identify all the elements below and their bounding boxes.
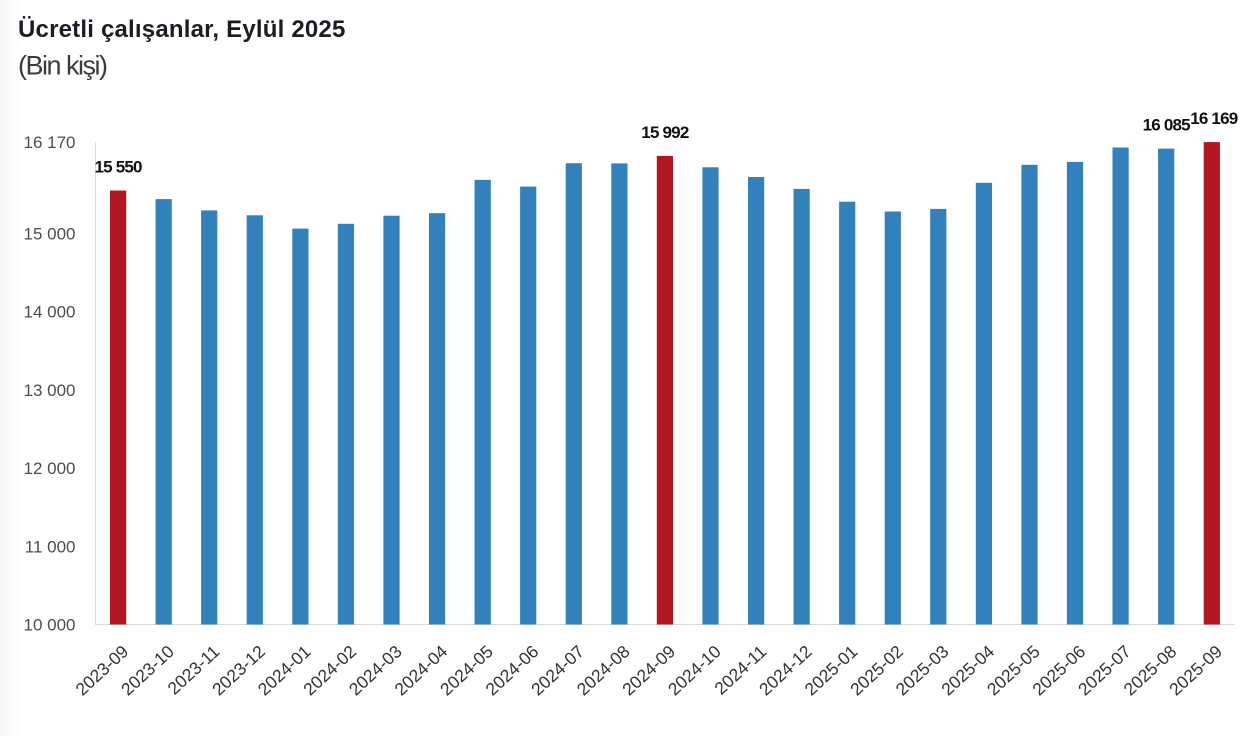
svg-text:Ücretli çalışanlar, Eylül 2025: Ücretli çalışanlar, Eylül 2025 <box>18 16 346 43</box>
svg-text:16 169: 16 169 <box>1190 109 1238 128</box>
svg-text:14 000: 14 000 <box>24 303 76 322</box>
svg-text:15 000: 15 000 <box>24 225 76 244</box>
svg-text:13 000: 13 000 <box>24 381 76 400</box>
svg-text:12 000: 12 000 <box>24 459 76 478</box>
svg-text:(Bin kişi): (Bin kişi) <box>18 51 107 81</box>
svg-text:16 170: 16 170 <box>24 133 76 152</box>
svg-text:15 992: 15 992 <box>641 123 689 142</box>
svg-text:11 000: 11 000 <box>25 537 76 556</box>
svg-text:15 550: 15 550 <box>94 158 142 177</box>
svg-text:16 085: 16 085 <box>1143 116 1191 135</box>
svg-text:10 000: 10 000 <box>24 616 76 635</box>
